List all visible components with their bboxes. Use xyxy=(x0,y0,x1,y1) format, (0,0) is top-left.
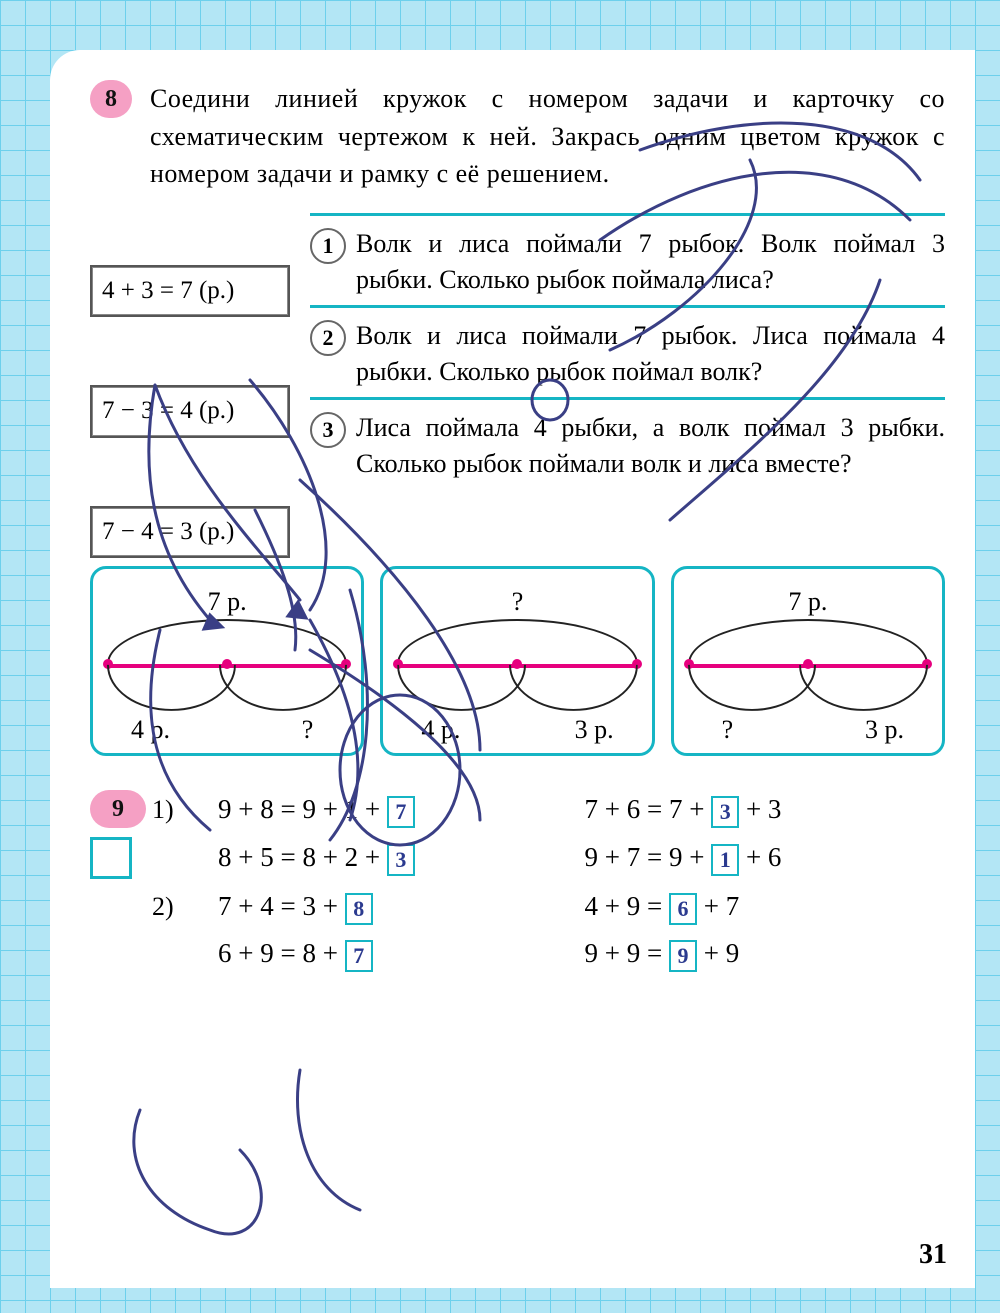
equation-boxes-column: 4 + 3 = 7 (р.) 7 − 3 = 4 (р.) 7 − 4 = 3 … xyxy=(90,207,290,558)
diagram-1: 7 р. 4 р. ? xyxy=(90,566,364,756)
task-1: 1 Волк и лиса поймали 7 рыбок. Волк пойм… xyxy=(310,226,945,299)
exercise-8-instruction: Соедини линией кружок с номером задачи и… xyxy=(150,80,945,193)
diagram-2-bl: 4 р. xyxy=(421,711,460,749)
task-1-circle: 1 xyxy=(310,228,346,264)
handwritten-answer: 7 xyxy=(345,940,373,972)
ex9-row1-right: 7 + 6 = 7 + 3 + 3 xyxy=(585,790,946,829)
handwritten-answer: 7 xyxy=(387,796,415,828)
checkbox-icon xyxy=(90,837,132,879)
page-content: 8 Соедини линией кружок с номером задачи… xyxy=(50,50,975,1288)
task-3-text: Лиса поймала 4 рыбки, а волк поймал 3 ры… xyxy=(356,410,945,483)
ex9-row2-left: 8 + 5 = 8 + 2 + 3 xyxy=(218,838,579,877)
divider xyxy=(310,397,945,400)
task-2-text: Волк и лиса поймали 7 рыбок. Лиса поймал… xyxy=(356,318,945,391)
equation-box-3: 7 − 4 = 3 (р.) xyxy=(90,506,290,558)
diagram-2-top: ? xyxy=(383,583,651,621)
divider xyxy=(310,213,945,216)
diagram-2: ? 4 р. 3 р. xyxy=(380,566,654,756)
task-3-circle: 3 xyxy=(310,412,346,448)
page-number: 31 xyxy=(919,1235,947,1276)
task-2: 2 Волк и лиса поймали 7 рыбок. Лиса пойм… xyxy=(310,318,945,391)
diagram-1-bl: 4 р. xyxy=(131,711,170,749)
exercise-9-grid: 9 1) 9 + 8 = 9 + 1 + 7 7 + 6 = 7 + 3 + 3… xyxy=(90,790,945,973)
task-3: 3 Лиса поймала 4 рыбки, а волк поймал 3 … xyxy=(310,410,945,483)
exercise-9: 9 1) 9 + 8 = 9 + 1 + 7 7 + 6 = 7 + 3 + 3… xyxy=(90,790,945,973)
ex9-row4-right: 9 + 9 = 9 + 9 xyxy=(585,934,946,973)
workbook-page: 8 Соедини линией кружок с номером задачи… xyxy=(0,0,1000,1313)
handwritten-answer: 6 xyxy=(669,893,697,925)
diagram-3-br: 3 р. xyxy=(865,711,904,749)
diagram-3-bl: ? xyxy=(722,711,734,749)
handwritten-answer: 3 xyxy=(387,844,415,876)
exercise-8-body: 4 + 3 = 7 (р.) 7 − 3 = 4 (р.) 7 − 4 = 3 … xyxy=(90,207,945,558)
ex9-sub-2: 2) xyxy=(152,888,212,926)
ex9-row4-left: 6 + 9 = 8 + 7 xyxy=(218,934,579,973)
diagram-2-br: 3 р. xyxy=(575,711,614,749)
handwritten-answer: 1 xyxy=(711,844,739,876)
ex9-row2-right: 9 + 7 = 9 + 1 + 6 xyxy=(585,838,946,877)
ex9-row3-right: 4 + 9 = 6 + 7 xyxy=(585,887,946,926)
diagram-3: 7 р. ? 3 р. xyxy=(671,566,945,756)
ex9-row3-left: 7 + 4 = 3 + 8 xyxy=(218,887,579,926)
handwritten-answer: 9 xyxy=(669,940,697,972)
equation-box-1: 4 + 3 = 7 (р.) xyxy=(90,265,290,317)
exercise-8-badge: 8 xyxy=(90,80,132,118)
handwritten-answer: 3 xyxy=(711,796,739,828)
exercise-8-header: 8 Соедини линией кружок с номером задачи… xyxy=(90,80,945,193)
equation-box-2: 7 − 3 = 4 (р.) xyxy=(90,385,290,437)
exercise-9-badge: 9 xyxy=(90,790,146,828)
divider xyxy=(310,305,945,308)
diagram-1-br: ? xyxy=(302,711,314,749)
diagram-1-top: 7 р. xyxy=(93,583,361,621)
task-2-circle: 2 xyxy=(310,320,346,356)
handwritten-answer: 8 xyxy=(345,893,373,925)
diagrams-row: 7 р. 4 р. ? ? 4 р. 3 xyxy=(90,566,945,756)
task-1-text: Волк и лиса поймали 7 рыбок. Волк поймал… xyxy=(356,226,945,299)
tasks-column: 1 Волк и лиса поймали 7 рыбок. Волк пойм… xyxy=(310,207,945,558)
ex9-sub-1: 1) xyxy=(152,791,212,829)
diagram-3-top: 7 р. xyxy=(674,583,942,621)
ex9-row1-left: 9 + 8 = 9 + 1 + 7 xyxy=(218,790,579,829)
